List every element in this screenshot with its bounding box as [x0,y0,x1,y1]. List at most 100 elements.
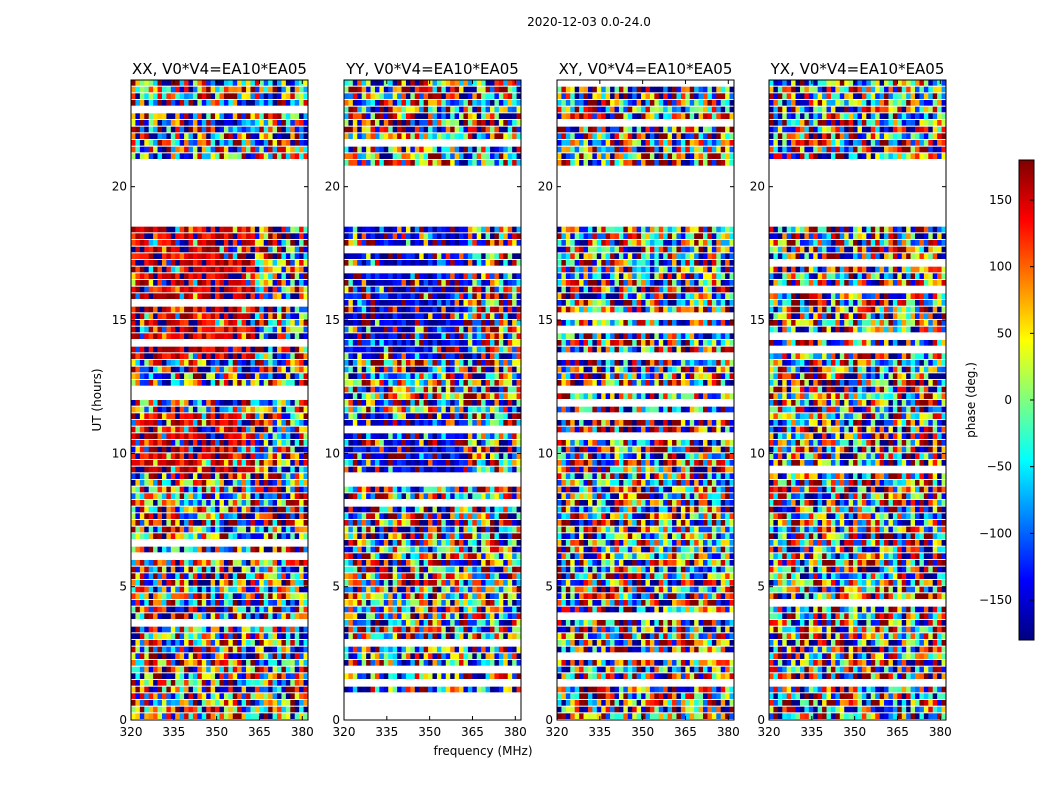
heatmap-cell [507,380,513,386]
heatmap-cell [397,360,402,366]
heatmap-cell [299,433,304,439]
heatmap-cell [254,93,260,99]
heatmap-cell [139,146,145,153]
heatmap-cell [454,373,460,379]
heatmap-cell [410,600,416,606]
heatmap-cell [153,473,158,479]
heatmap-cell [498,373,504,379]
heatmap-cell [250,80,256,86]
heatmap-cell [370,406,376,413]
heatmap-cell [361,433,367,439]
heatmap-cell [197,480,203,486]
heatmap-cell [241,440,247,446]
heatmap-cell [223,373,229,379]
heatmap-cell [241,660,247,666]
heatmap-cell [423,633,429,639]
heatmap-cell [281,693,287,699]
heatmap-cell [432,580,438,586]
heatmap-cell [463,553,469,559]
heatmap-cell [259,693,265,699]
heatmap-cell [206,560,211,566]
heatmap-cell [131,686,136,693]
heatmap-cell [206,266,211,273]
heatmap-cell [507,606,513,613]
heatmap-cell [144,153,149,159]
heatmap-cell [259,473,265,479]
heatmap-cell [228,306,234,313]
heatmap-cell [170,293,176,299]
heatmap-cell [135,486,141,493]
heatmap-cell [388,460,393,466]
heatmap-cell [463,513,469,519]
heatmap-cell [148,273,154,279]
heatmap-cell [374,486,380,493]
heatmap-cell [263,373,269,379]
heatmap-cell [490,393,495,399]
heatmap-cell [215,126,220,133]
heatmap-cell [268,626,273,633]
heatmap-cell [153,380,158,386]
heatmap-cell [232,426,238,433]
heatmap-cell [135,693,141,699]
heatmap-cell [153,326,158,333]
heatmap-cell [374,393,380,399]
heatmap-cell [161,480,167,486]
heatmap-cell [259,126,265,133]
heatmap-cell [179,86,185,93]
heatmap-cell [361,486,367,493]
heatmap-cell [157,640,163,646]
heatmap-cell [139,260,145,266]
heatmap-cell [432,446,438,453]
heatmap-cell [259,273,265,279]
heatmap-cell [166,666,172,673]
heatmap-cell [263,513,269,519]
heatmap-cell [281,706,287,713]
heatmap-cell [131,246,136,253]
heatmap-cell [512,520,517,526]
heatmap-cell [148,513,154,519]
heatmap-cell [192,313,198,319]
heatmap-cell [476,420,482,426]
heatmap-cell [397,566,402,573]
heatmap-cell [294,680,300,686]
heatmap-cell [223,566,229,573]
heatmap-cell [170,600,176,606]
heatmap-cell [170,446,176,453]
heatmap-cell [272,240,278,246]
heatmap-cell [157,266,163,273]
heatmap-cell [179,493,185,499]
heatmap-cell [467,660,473,666]
heatmap-cell [131,266,136,273]
heatmap-cell [432,653,438,659]
heatmap-cell [445,566,451,573]
heatmap-cell [512,433,517,439]
heatmap-cell [272,520,278,526]
heatmap-cell [428,506,433,513]
heatmap-cell [246,406,251,413]
heatmap-cell [410,460,416,466]
heatmap-cell [494,660,500,666]
heatmap-cell [263,580,269,586]
heatmap-cell [352,340,358,346]
heatmap-cell [357,446,362,453]
heatmap-cell [223,526,229,533]
heatmap-cell [294,326,300,333]
heatmap-cell [166,500,172,506]
heatmap-cell [237,446,242,453]
heatmap-cell [472,520,478,526]
heatmap-cell [170,606,176,613]
heatmap-cell [467,386,473,393]
heatmap-cell [507,440,513,446]
heatmap-cell [472,526,478,533]
heatmap-cell [392,360,398,366]
heatmap-cell [161,633,167,639]
heatmap-cell [237,133,242,139]
heatmap-cell [268,580,273,586]
heatmap-cell [348,673,354,679]
heatmap-cell [170,133,176,139]
heatmap-cell [153,373,158,379]
heatmap-cell [516,360,522,366]
heatmap-cell [188,593,194,599]
heatmap-cell [503,460,509,466]
heatmap-cell [161,660,167,666]
